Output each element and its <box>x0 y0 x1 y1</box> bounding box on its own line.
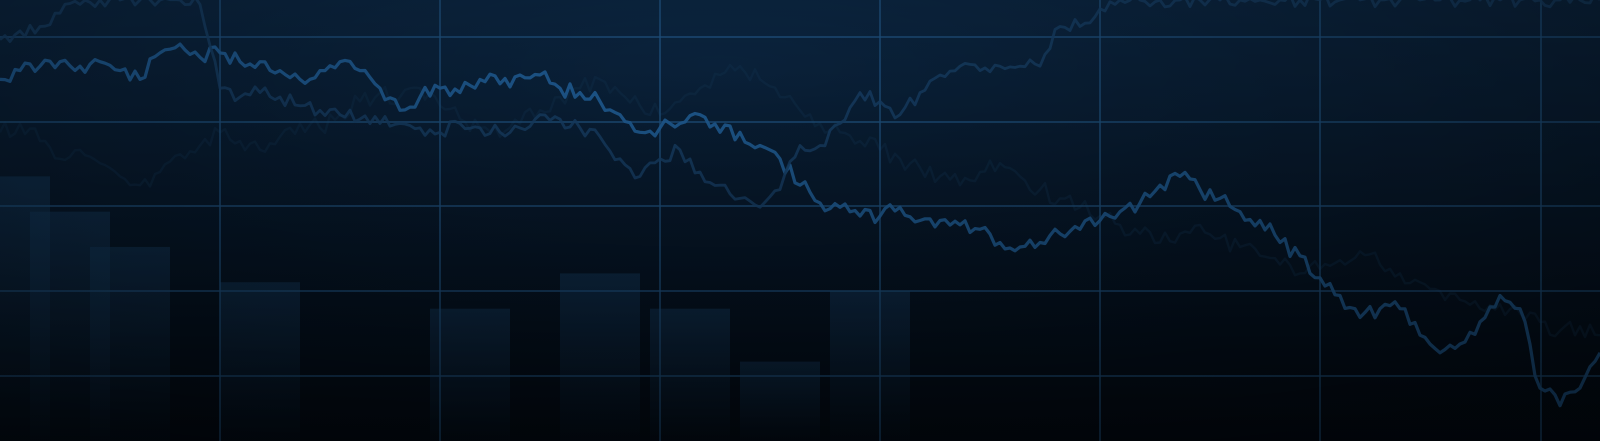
financial-line-chart <box>0 0 1600 441</box>
vignette-overlay <box>0 0 1600 441</box>
chart-stage <box>0 0 1600 441</box>
